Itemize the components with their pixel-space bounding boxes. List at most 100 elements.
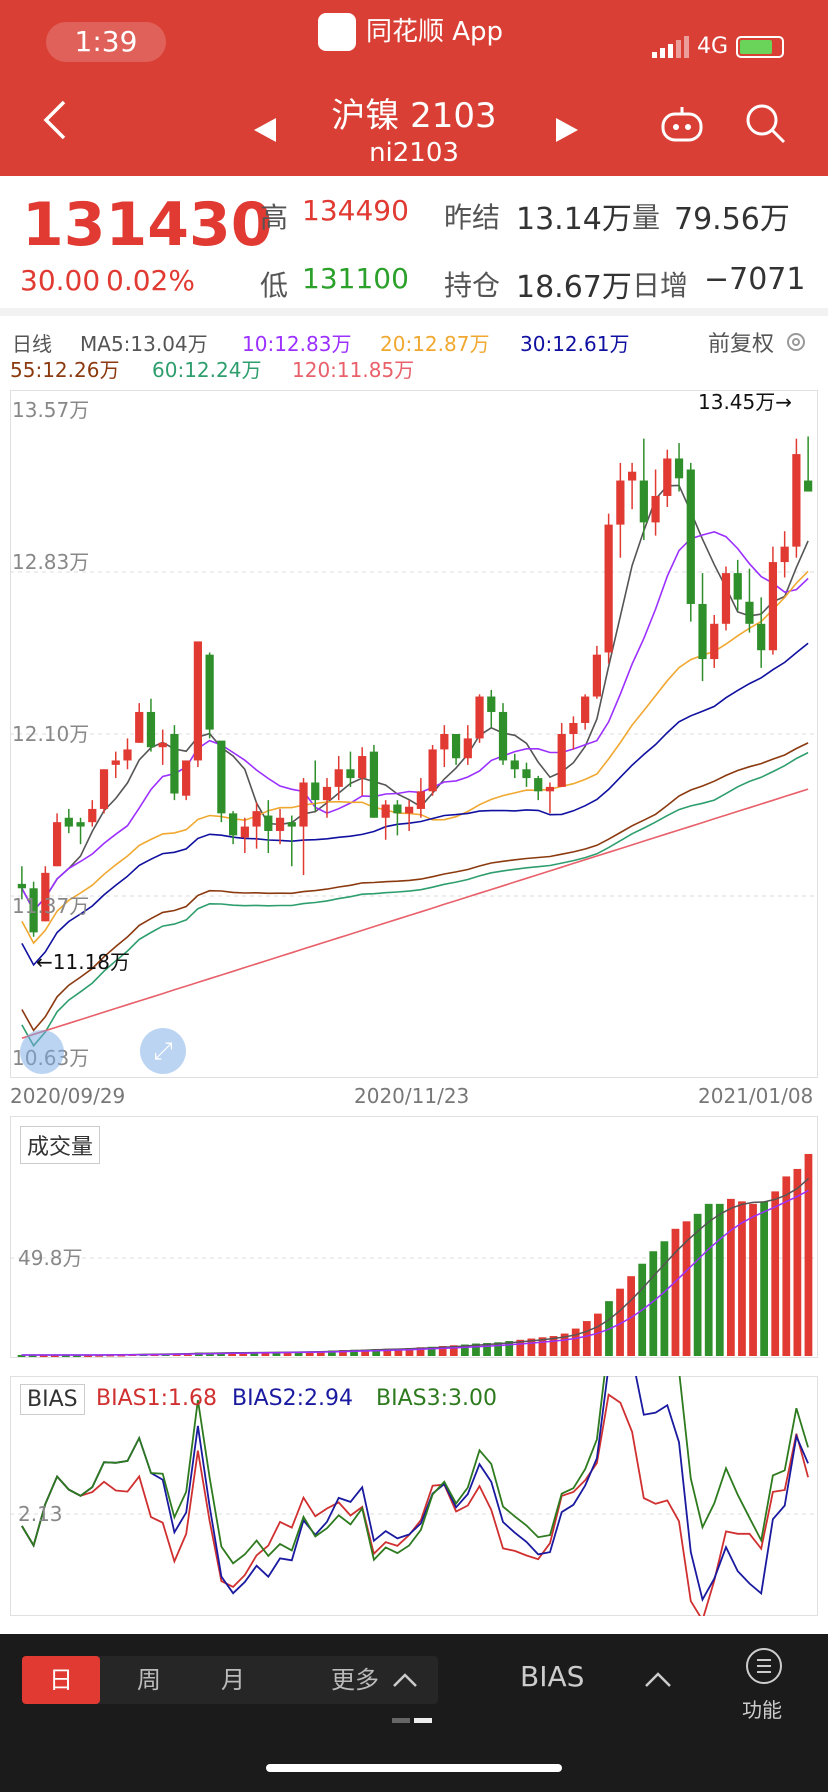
robot-icon[interactable] — [660, 104, 704, 144]
volume-chart[interactable] — [10, 1116, 818, 1358]
volume-bar — [616, 1288, 624, 1356]
candle — [228, 811, 238, 845]
candle-body — [217, 740, 226, 814]
candle — [111, 751, 120, 779]
candle-body — [381, 804, 390, 818]
volume-bar — [361, 1349, 370, 1356]
tab-monthly[interactable]: 月 — [221, 1666, 245, 1694]
candle-body — [64, 817, 73, 827]
low-label: 低 — [260, 269, 289, 302]
chevron-up-icon[interactable] — [392, 1670, 418, 1690]
candle-body — [475, 696, 484, 739]
candle-body — [123, 749, 132, 761]
bottom-toolbar: 日 周 月 更多 BIAS 功能 — [0, 1634, 828, 1792]
volume-bar — [327, 1350, 336, 1356]
volume-bar — [372, 1349, 381, 1356]
candle — [299, 778, 308, 876]
min-price-annotation: ←11.18万 — [36, 950, 131, 974]
bias1-label: BIAS1:1.68 — [96, 1386, 217, 1411]
period-label[interactable]: 日线 — [12, 332, 52, 356]
bias1-line — [21, 1393, 809, 1616]
candle-body — [416, 791, 425, 809]
candle — [182, 760, 191, 801]
candle-body — [346, 769, 355, 779]
candle — [146, 698, 156, 752]
settings-icon[interactable] — [784, 330, 808, 354]
indicator-selector[interactable]: BIAS — [520, 1660, 585, 1693]
candle — [745, 568, 754, 633]
candle — [217, 740, 226, 823]
candle-body — [299, 782, 308, 827]
app-name: 同花顺 App — [318, 13, 503, 51]
candle — [135, 703, 144, 743]
volume-bar — [61, 1355, 70, 1358]
candle-body — [804, 480, 813, 492]
prev-contract-icon[interactable] — [252, 116, 278, 144]
candle — [240, 817, 249, 854]
candle — [487, 689, 496, 728]
network-status: 4G — [652, 34, 785, 59]
candle-body — [698, 603, 707, 660]
volume-bar — [261, 1352, 270, 1356]
candle — [17, 866, 26, 900]
back-icon[interactable] — [40, 98, 70, 142]
volume-bar — [549, 1336, 558, 1356]
volume-bar — [693, 1213, 702, 1356]
contract-code: ni2103 — [369, 138, 459, 168]
adjust-label[interactable]: 前复权 — [708, 332, 775, 357]
volume-bar — [316, 1351, 325, 1356]
expand-icon[interactable]: ⤢ — [140, 1028, 186, 1074]
volume-bar — [305, 1351, 314, 1356]
volume-bar — [483, 1343, 491, 1356]
volume-title[interactable]: 成交量 — [20, 1126, 101, 1164]
indicator-chevron-up-icon[interactable] — [644, 1670, 672, 1690]
candle — [792, 438, 801, 558]
candle-body — [463, 738, 472, 759]
max-price-annotation: 13.45万→ — [698, 390, 793, 414]
candle-body — [111, 760, 120, 765]
candle-body — [569, 722, 578, 734]
tab-weekly[interactable]: 周 — [137, 1666, 161, 1694]
tab-daily[interactable]: 日 — [22, 1656, 100, 1704]
bias-title[interactable]: BIAS — [20, 1384, 85, 1415]
page-dot-1 — [392, 1718, 410, 1723]
candle — [264, 800, 273, 854]
menu-icon[interactable] — [744, 1646, 784, 1686]
volume-value: 79.56万 — [674, 202, 790, 237]
candle-body — [193, 641, 203, 761]
candle-body — [287, 822, 296, 827]
bias-chart[interactable] — [10, 1376, 818, 1616]
volume-y-tick: 49.8万 — [18, 1246, 83, 1270]
candle-body — [487, 696, 496, 712]
search-icon[interactable] — [744, 102, 786, 144]
candle — [170, 725, 179, 801]
candle — [275, 808, 285, 845]
volume-ma10-line — [21, 1189, 809, 1356]
candle-body — [29, 888, 38, 933]
candle — [557, 722, 566, 787]
bias3-line — [21, 1376, 809, 1565]
candle-body — [604, 524, 613, 653]
candle-body — [41, 872, 50, 922]
fullscreen-toggle-icon[interactable] — [20, 1030, 64, 1074]
candle-body — [745, 601, 754, 624]
volume-bar — [782, 1176, 791, 1356]
next-contract-icon[interactable] — [554, 116, 580, 144]
candle-body — [228, 813, 238, 836]
candle — [475, 694, 484, 743]
candle-body — [616, 480, 625, 525]
x-tick-3: 2021/01/08 — [698, 1084, 814, 1108]
candle — [252, 802, 261, 849]
volume-bar — [804, 1153, 813, 1356]
function-label[interactable]: 功能 — [742, 1698, 782, 1722]
tab-more[interactable]: 更多 — [331, 1666, 379, 1694]
candle-body — [264, 815, 273, 831]
low-value: 131100 — [302, 262, 409, 295]
candle — [358, 747, 367, 796]
kline-chart[interactable] — [10, 390, 818, 1078]
candle-body — [627, 471, 637, 481]
candle-body — [757, 623, 766, 651]
x-tick-2: 2020/11/23 — [354, 1084, 470, 1108]
volume-frame — [10, 1116, 818, 1358]
candle-body — [663, 458, 672, 496]
